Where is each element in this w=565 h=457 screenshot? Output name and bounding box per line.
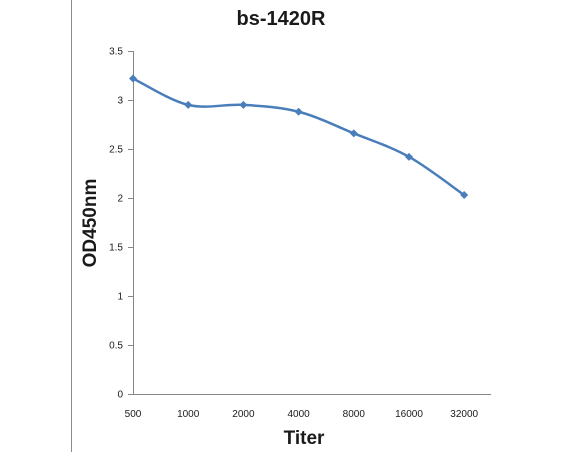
y-tick-label: 0 (117, 390, 123, 401)
y-tick-label: 1.5 (109, 243, 123, 254)
data-point-marker (184, 100, 193, 109)
x-axis-ticks: 500 1000 2000 4000 8000 16000 32000 (125, 409, 479, 420)
y-tick-label: 2 (117, 194, 123, 205)
chart-title: bs-1420R (237, 8, 326, 30)
x-tick-label: 500 (125, 409, 142, 420)
y-tick-label: 0.5 (109, 341, 123, 352)
data-point-marker (294, 107, 303, 116)
y-tick-label: 3.5 (109, 47, 123, 58)
data-point-marker (349, 129, 358, 138)
x-axis-title: Titer (284, 428, 325, 449)
y-axis-ticks: 0 0.5 1 1.5 2 2.5 3 3.5 (109, 47, 133, 401)
x-tick-label: 4000 (287, 409, 310, 420)
series-layer (129, 74, 469, 200)
x-tick-label: 32000 (450, 409, 478, 420)
x-tick-label: 2000 (232, 409, 255, 420)
x-tick-label: 1000 (177, 409, 200, 420)
y-axis-title: OD450nm (80, 179, 101, 268)
y-tick-label: 1 (117, 292, 123, 303)
data-point-marker (129, 74, 137, 83)
y-tick-label: 2.5 (109, 145, 123, 156)
data-point-marker (405, 152, 413, 161)
y-tick-label: 3 (117, 96, 123, 107)
x-tick-label: 8000 (343, 409, 366, 420)
x-tick-label: 16000 (395, 409, 423, 420)
data-point-marker (239, 100, 248, 109)
data-point-marker (460, 191, 469, 200)
series-line (131, 77, 466, 197)
